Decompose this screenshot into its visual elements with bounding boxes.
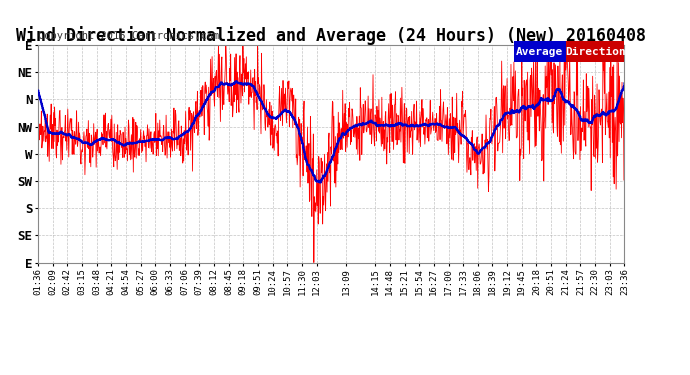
Text: Average: Average [516, 46, 564, 57]
Text: Copyright 2016 Cartronics.com: Copyright 2016 Cartronics.com [38, 32, 219, 41]
Title: Wind Direction Normalized and Average (24 Hours) (New) 20160408: Wind Direction Normalized and Average (2… [16, 26, 647, 45]
Text: Direction: Direction [564, 46, 626, 57]
